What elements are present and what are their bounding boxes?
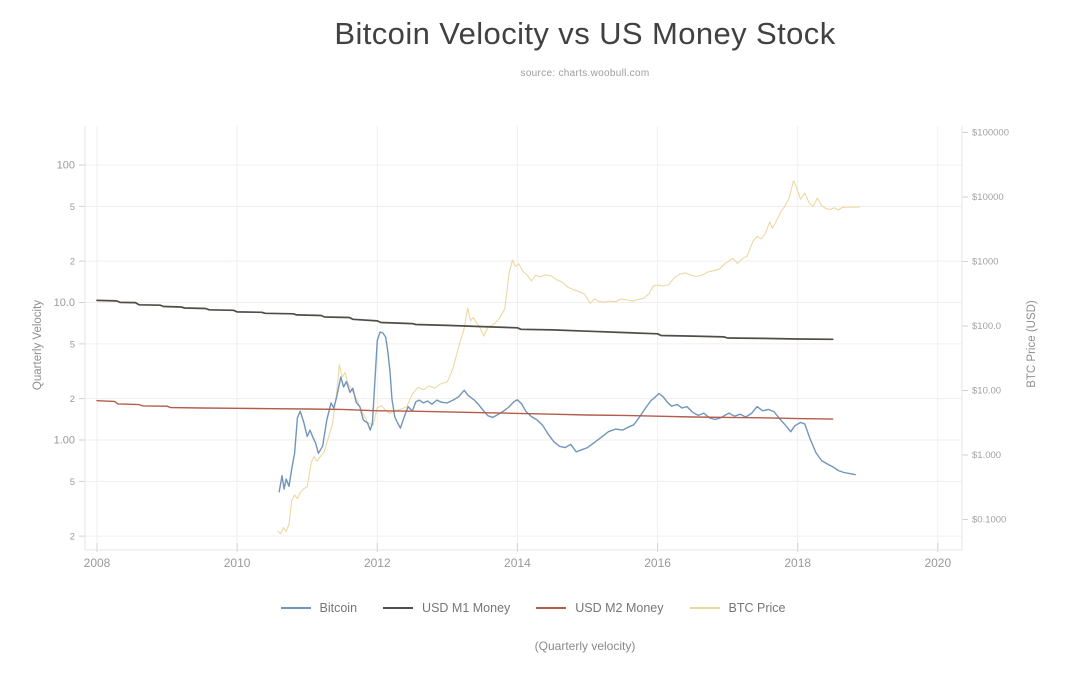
legend-swatch-btc-price: [689, 607, 720, 609]
y-left-tick-label: 1.00: [54, 435, 75, 447]
y-left-tick-label: 100: [57, 160, 75, 172]
x-axis-tick-label: 2016: [644, 556, 671, 570]
y-left-tick-label: 2: [70, 394, 75, 405]
y-left-tick-label: 10.0: [54, 297, 75, 309]
legend-label-btc-price: BTC Price: [728, 601, 786, 615]
y-right-tick-label: $10.00: [972, 386, 1001, 397]
legend-label-usd-m2-money: USD M2 Money: [575, 601, 664, 615]
y-right-tick-label: $1000: [972, 257, 998, 268]
y-left-tick-label: 5: [70, 477, 75, 488]
series-line-bitcoin: [278, 331, 856, 493]
legend-swatch-bitcoin: [280, 607, 311, 609]
legend-item-usd-m2-money: USD M2 Money: [536, 601, 664, 615]
x-axis-tick-label: 2012: [364, 556, 391, 570]
y-left-tick-label: 2: [70, 532, 75, 543]
legend-label-bitcoin: Bitcoin: [319, 601, 358, 615]
legend-swatch-usd-m2-money: [536, 607, 567, 609]
x-axis-tick-label: 2014: [504, 556, 531, 570]
y-right-tick-label: $1.000: [972, 450, 1001, 461]
y-right-tick-label: $10000: [972, 192, 1004, 203]
y-right-tick-label: $100000: [972, 128, 1009, 139]
chart-caption: (Quarterly velocity): [534, 639, 636, 653]
chart-source-note: source: charts.woobull.com: [520, 68, 650, 79]
series-line-usd-m2-money: [96, 400, 834, 420]
legend-item-bitcoin: Bitcoin: [280, 601, 358, 615]
x-axis-tick-label: 2010: [224, 556, 251, 570]
y-right-tick-label: $100.0: [972, 321, 1001, 332]
series-line-btc-price: [277, 180, 860, 535]
y-left-tick-label: 5: [70, 339, 75, 350]
y-right-tick-label: $0.1000: [972, 515, 1006, 526]
legend-item-usd-m1-money: USD M1 Money: [383, 601, 510, 615]
legend: Bitcoin USD M1 Money USD M2 Money BTC Price: [0, 601, 1066, 615]
legend-swatch-usd-m1-money: [383, 607, 414, 609]
series-line-usd-m1-money: [96, 299, 834, 341]
x-axis-tick-label: 2008: [84, 556, 111, 570]
legend-label-usd-m1-money: USD M1 Money: [422, 601, 511, 615]
chart-title: Bitcoin Velocity vs US Money Stock: [334, 16, 836, 51]
x-axis-tick-label: 2020: [924, 556, 951, 570]
x-axis-tick-label: 2018: [784, 556, 811, 570]
y-left-tick-label: 5: [70, 202, 75, 213]
y-left-tick-label: 2: [70, 257, 75, 268]
legend-item-btc-price: BTC Price: [689, 601, 786, 615]
